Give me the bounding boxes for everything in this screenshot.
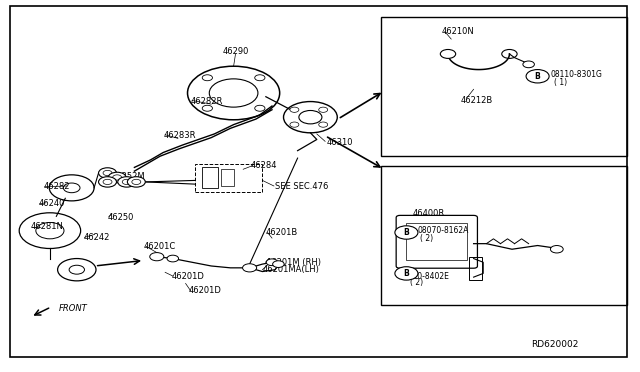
Text: ( 2): ( 2) — [410, 278, 423, 287]
Text: 46201D: 46201D — [172, 272, 204, 280]
Circle shape — [202, 105, 212, 111]
Text: FRONT: FRONT — [59, 304, 88, 313]
Circle shape — [255, 75, 265, 81]
Text: 46201D: 46201D — [189, 286, 221, 295]
Text: 46201B: 46201B — [266, 228, 298, 237]
Circle shape — [108, 172, 126, 183]
Bar — [406, 223, 467, 260]
Text: 46201C: 46201C — [144, 242, 176, 251]
Circle shape — [290, 107, 299, 112]
Bar — [221, 169, 234, 186]
Bar — [381, 17, 627, 156]
Circle shape — [255, 105, 265, 111]
Text: 46310: 46310 — [326, 138, 353, 147]
Circle shape — [319, 107, 328, 112]
Text: 46252M: 46252M — [112, 172, 146, 181]
Text: 46282R: 46282R — [191, 97, 223, 106]
Text: 08070-8162A: 08070-8162A — [418, 226, 469, 235]
Text: 46201M (RH): 46201M (RH) — [266, 258, 321, 267]
Circle shape — [243, 264, 257, 272]
Text: B: B — [404, 228, 409, 237]
Circle shape — [550, 246, 563, 253]
Text: 46201MA(LH): 46201MA(LH) — [262, 265, 319, 274]
Circle shape — [202, 75, 212, 81]
Text: 46240: 46240 — [38, 199, 65, 208]
Text: 46284: 46284 — [251, 161, 277, 170]
Text: B: B — [535, 72, 540, 81]
Text: RD620002: RD620002 — [531, 340, 579, 349]
Text: 46281N: 46281N — [31, 222, 63, 231]
Text: 46400R: 46400R — [413, 209, 445, 218]
Text: ( 2): ( 2) — [420, 234, 434, 243]
Circle shape — [118, 177, 136, 187]
Bar — [381, 166, 627, 305]
Circle shape — [167, 255, 179, 262]
Circle shape — [526, 70, 549, 83]
Text: 46290: 46290 — [222, 47, 249, 56]
Circle shape — [523, 61, 534, 68]
Circle shape — [150, 253, 164, 261]
Text: 09120-8402E: 09120-8402E — [399, 272, 449, 281]
Circle shape — [266, 259, 278, 266]
Text: 46242: 46242 — [83, 233, 109, 242]
Circle shape — [319, 122, 328, 127]
Circle shape — [440, 49, 456, 58]
Text: B: B — [404, 269, 409, 278]
Circle shape — [395, 267, 418, 280]
Circle shape — [99, 177, 116, 187]
Circle shape — [273, 261, 284, 267]
Text: ( 1): ( 1) — [554, 78, 567, 87]
Circle shape — [127, 177, 145, 187]
Bar — [195, 164, 262, 192]
Text: 46210N: 46210N — [442, 27, 474, 36]
Text: 46212B: 46212B — [461, 96, 493, 105]
Circle shape — [395, 226, 418, 239]
Text: 46282: 46282 — [44, 182, 70, 191]
Circle shape — [290, 122, 299, 127]
Text: 46250: 46250 — [108, 213, 134, 222]
Text: 46283R: 46283R — [163, 131, 196, 140]
Circle shape — [99, 168, 116, 178]
Bar — [202, 167, 218, 188]
Bar — [469, 257, 482, 280]
Text: SEE SEC.476: SEE SEC.476 — [275, 182, 328, 191]
Text: 08110-8301G: 08110-8301G — [550, 70, 602, 79]
